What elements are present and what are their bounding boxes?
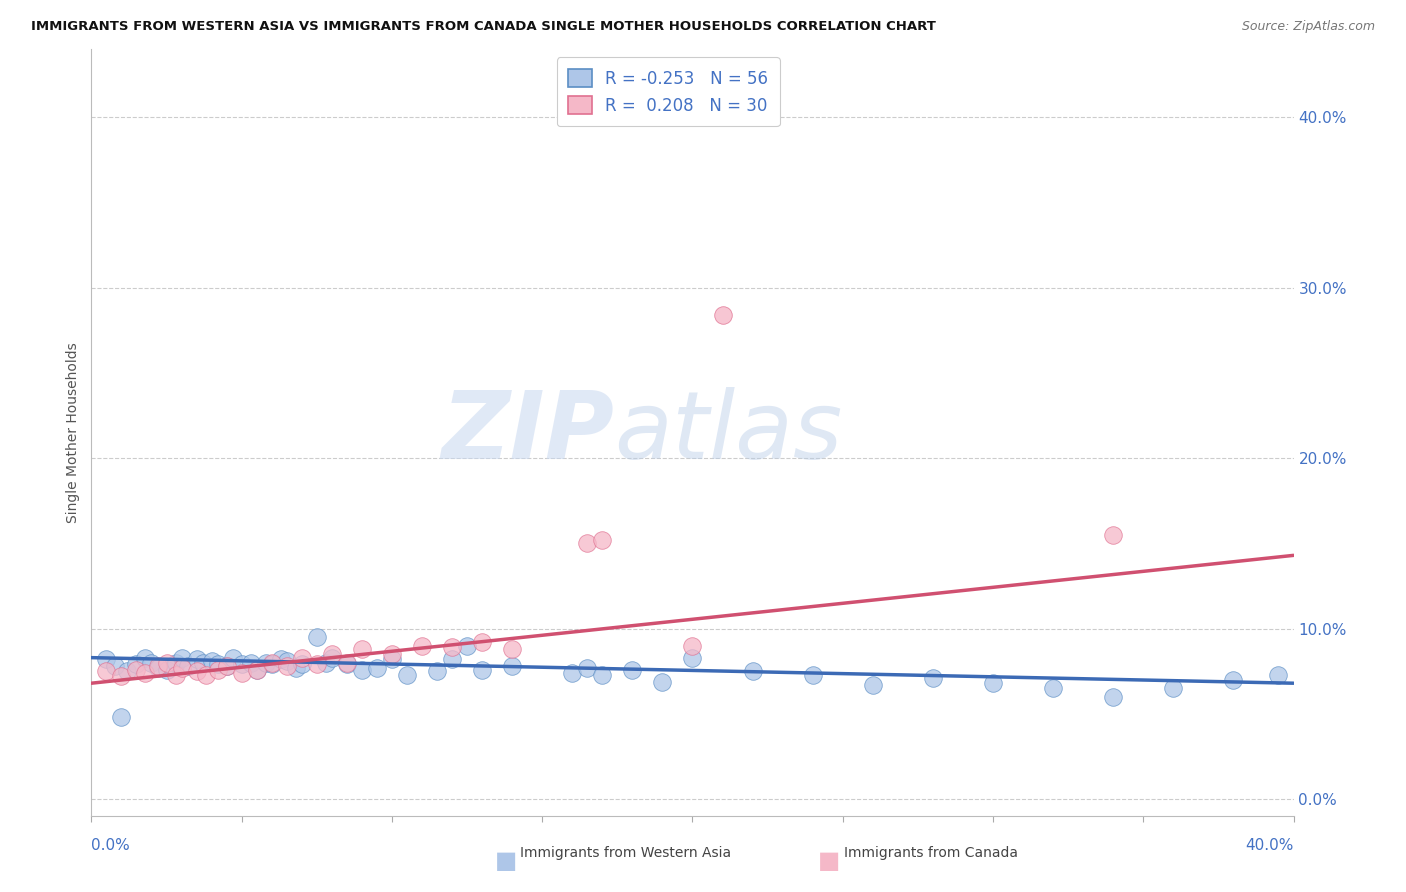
Point: [110, 669, 132, 683]
Point: [260, 657, 283, 672]
Point: [141, 656, 163, 670]
Point: [270, 652, 292, 666]
Point: [381, 647, 404, 661]
Point: [591, 533, 613, 547]
Point: [276, 659, 298, 673]
Text: Source: ZipAtlas.com: Source: ZipAtlas.com: [1241, 20, 1375, 33]
Point: [239, 656, 262, 670]
Legend: R = -0.253   N = 56, R =  0.208   N = 30: R = -0.253 N = 56, R = 0.208 N = 30: [557, 57, 779, 127]
Point: [1222, 673, 1244, 687]
Point: [246, 663, 269, 677]
Point: [471, 635, 494, 649]
Point: [305, 657, 328, 672]
Point: [221, 650, 243, 665]
Point: [165, 667, 187, 681]
Point: [284, 661, 307, 675]
Point: [741, 665, 763, 679]
Point: [96, 665, 118, 679]
Point: [681, 639, 703, 653]
Point: [231, 657, 253, 672]
Point: [305, 630, 328, 644]
Point: [922, 671, 945, 685]
Point: [471, 663, 494, 677]
Point: [134, 665, 156, 680]
Point: [801, 667, 824, 681]
Point: [501, 642, 523, 657]
Point: [426, 665, 449, 679]
Point: [155, 656, 177, 670]
Text: Immigrants from Western Asia: Immigrants from Western Asia: [520, 846, 731, 860]
Point: [186, 652, 208, 666]
Point: [176, 659, 198, 673]
Point: [336, 656, 359, 670]
Point: [862, 678, 884, 692]
Point: [276, 654, 298, 668]
Point: [231, 665, 253, 680]
Point: [165, 656, 187, 670]
Point: [155, 663, 177, 677]
Point: [125, 663, 148, 677]
Point: [651, 674, 673, 689]
Point: [260, 656, 283, 670]
Point: [146, 659, 169, 673]
Point: [134, 650, 156, 665]
Text: Immigrants from Canada: Immigrants from Canada: [844, 846, 1018, 860]
Point: [170, 650, 193, 665]
Point: [291, 657, 314, 672]
Point: [246, 663, 269, 677]
Point: [561, 665, 583, 680]
Point: [576, 536, 599, 550]
Point: [117, 665, 139, 679]
Point: [576, 661, 599, 675]
Point: [1267, 667, 1289, 681]
Text: ■: ■: [818, 849, 841, 873]
Text: 0.0%: 0.0%: [91, 838, 131, 854]
Text: 40.0%: 40.0%: [1246, 838, 1294, 854]
Point: [194, 667, 217, 681]
Point: [681, 650, 703, 665]
Point: [96, 652, 118, 666]
Point: [621, 663, 644, 677]
Point: [1042, 681, 1064, 696]
Point: [125, 657, 148, 672]
Point: [336, 657, 359, 672]
Text: ZIP: ZIP: [441, 386, 614, 479]
Point: [440, 652, 463, 666]
Point: [170, 661, 193, 675]
Point: [395, 667, 418, 681]
Point: [254, 656, 277, 670]
Point: [191, 656, 214, 670]
Point: [215, 659, 238, 673]
Text: ■: ■: [495, 849, 517, 873]
Point: [104, 659, 127, 673]
Point: [215, 659, 238, 673]
Text: IMMIGRANTS FROM WESTERN ASIA VS IMMIGRANTS FROM CANADA SINGLE MOTHER HOUSEHOLDS : IMMIGRANTS FROM WESTERN ASIA VS IMMIGRAN…: [31, 20, 936, 33]
Point: [1161, 681, 1184, 696]
Point: [440, 640, 463, 655]
Point: [501, 659, 523, 673]
Point: [201, 654, 224, 668]
Point: [321, 650, 343, 665]
Point: [1102, 690, 1125, 704]
Point: [186, 665, 208, 679]
Point: [146, 661, 169, 675]
Point: [591, 667, 613, 681]
Point: [110, 710, 132, 724]
Point: [207, 657, 229, 672]
Point: [207, 663, 229, 677]
Text: atlas: atlas: [614, 387, 842, 478]
Point: [291, 650, 314, 665]
Point: [981, 676, 1004, 690]
Point: [456, 639, 478, 653]
Point: [315, 656, 337, 670]
Y-axis label: Single Mother Households: Single Mother Households: [66, 343, 80, 523]
Point: [711, 308, 734, 322]
Point: [366, 661, 388, 675]
Point: [350, 663, 373, 677]
Point: [1102, 528, 1125, 542]
Point: [321, 647, 343, 661]
Point: [381, 652, 404, 666]
Point: [411, 639, 433, 653]
Point: [350, 642, 373, 657]
